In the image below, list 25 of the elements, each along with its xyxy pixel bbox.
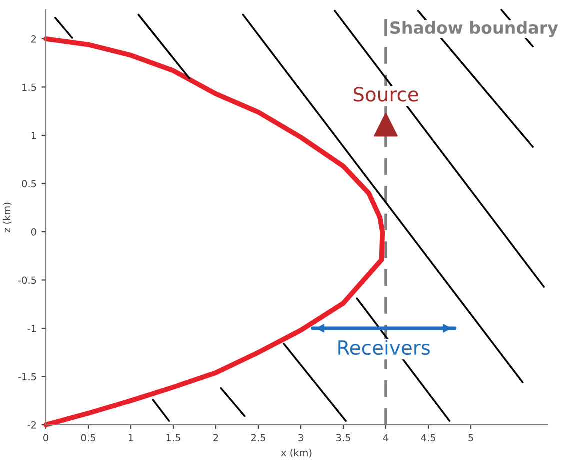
y-axis-title: z (km) bbox=[3, 202, 12, 233]
x-tick-label: 0 bbox=[44, 434, 48, 442]
x-tick-label: 0.5 bbox=[81, 434, 96, 442]
x-axis-title: x (km) bbox=[281, 448, 312, 458]
x-tick-label: 3 bbox=[298, 434, 304, 442]
y-tick-label: -1.5 bbox=[18, 373, 36, 381]
x-tick-label: 2.5 bbox=[251, 434, 266, 442]
y-tick-label: 0 bbox=[31, 228, 36, 236]
x-tick-label: 4 bbox=[383, 434, 389, 442]
y-tick-label: -1 bbox=[28, 325, 36, 332]
series-label: Source bbox=[354, 87, 418, 102]
y-tick-label: -0.5 bbox=[18, 276, 36, 284]
y-tick-label: 2 bbox=[32, 35, 36, 43]
y-tick-label: 1.5 bbox=[22, 84, 36, 92]
y-tick-label: 1 bbox=[32, 132, 36, 140]
x-tick-label: 2 bbox=[214, 434, 218, 442]
x-tick-label: 4.5 bbox=[421, 434, 436, 442]
y-tick-label: -2 bbox=[28, 421, 36, 429]
ref-line-label: Shadow boundary bbox=[390, 21, 558, 38]
x-tick-label: 1.5 bbox=[166, 434, 180, 442]
x-tick-label: 1 bbox=[128, 434, 134, 442]
x-tick-label: 3.5 bbox=[336, 434, 350, 442]
x-tick-label: 5 bbox=[468, 434, 474, 442]
y-tick-label: 0.5 bbox=[22, 180, 36, 188]
legend-label: Receivers bbox=[338, 340, 430, 356]
